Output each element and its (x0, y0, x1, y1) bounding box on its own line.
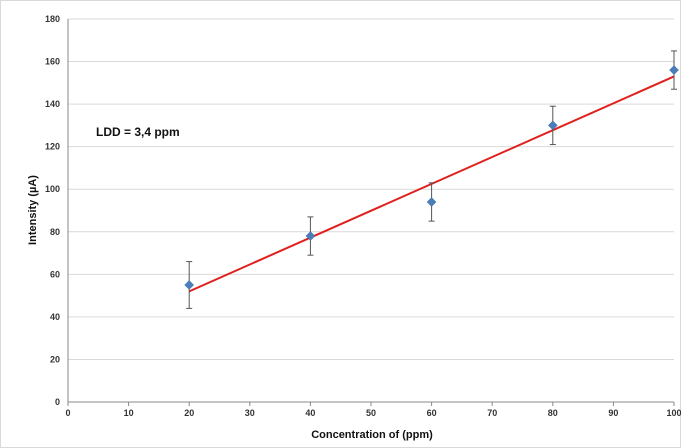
x-tick-label: 40 (305, 408, 315, 418)
data-point (669, 65, 679, 75)
y-tick-label: 20 (50, 354, 60, 364)
x-tick-label: 90 (608, 408, 618, 418)
y-tick-label: 100 (45, 184, 60, 194)
y-tick-label: 80 (50, 227, 60, 237)
x-axis-title: Concentration of (ppm) (311, 429, 433, 441)
y-tick-label: 120 (45, 142, 60, 152)
y-tick-label: 40 (50, 312, 60, 322)
x-tick-label: 80 (548, 408, 558, 418)
data-points (184, 65, 679, 290)
x-tick-label: 10 (124, 408, 134, 418)
data-point (184, 280, 195, 290)
x-tick-label: 50 (366, 408, 376, 418)
y-tick-label: 180 (45, 14, 60, 24)
x-tick-label: 60 (427, 408, 437, 418)
data-point (547, 120, 558, 131)
y-tick-label: 0 (55, 397, 60, 407)
y-tick-label: 160 (45, 57, 60, 67)
axes (67, 19, 675, 406)
y-axis-title: Intensity (µA) (27, 175, 39, 245)
x-tick-label: 70 (487, 408, 497, 418)
data-point (305, 231, 316, 241)
y-tick-label: 140 (45, 99, 60, 109)
gridlines (68, 18, 674, 360)
y-tick-label: 60 (50, 269, 60, 279)
data-point (426, 197, 437, 207)
tick-labels: 0 20 40 60 80 100 120 140 160 180 0 10 20 30 40 50 60 70 8… (45, 14, 681, 418)
ldd-annotation: LDD = 3,4 ppm (96, 125, 180, 139)
x-tick-label: 100 (666, 408, 681, 418)
x-tick-label: 30 (245, 408, 255, 418)
x-tick-label: 20 (184, 408, 194, 418)
x-tick-label: 0 (65, 408, 70, 418)
